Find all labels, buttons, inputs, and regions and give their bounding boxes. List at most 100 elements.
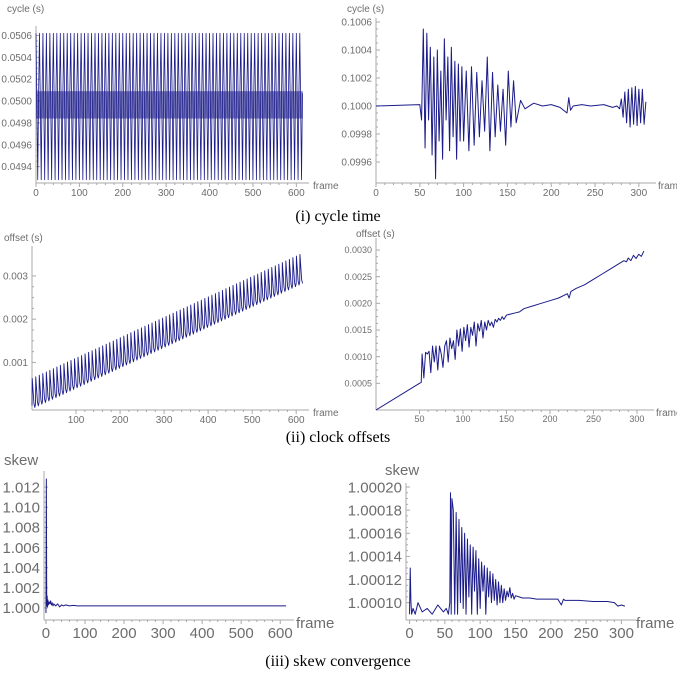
x-tick-label: 100	[455, 188, 472, 199]
x-tick-label: 200	[112, 625, 137, 642]
caption-clock-offsets: (ii) clock offsets	[286, 429, 391, 446]
x-tick-label: 0	[33, 188, 39, 199]
y-axis-label: cycle (s)	[7, 4, 44, 15]
y-tick-label: 0.0020	[344, 298, 372, 308]
y-tick-label: 0.0506	[1, 31, 32, 42]
y-tick-label: 0.1000	[341, 102, 372, 113]
x-tick-label: 200	[542, 414, 557, 424]
x-tick-label: 300	[631, 188, 648, 199]
series-line	[409, 492, 626, 615]
chart-skew-left: 1.000 1.002 1.004 1.006 1.008 1.010 1.012 0 100 2…	[2, 452, 334, 642]
y-tick-label: 1.010	[2, 499, 40, 516]
x-tick-label: 0	[42, 625, 50, 642]
y-tick-label: 0.0504	[1, 53, 32, 64]
x-tick-label: 50	[414, 414, 424, 424]
x-tick-label: 500	[245, 188, 262, 199]
x-tick-label: 0	[373, 188, 379, 199]
chart-offset-right: 0.0005 0.0010 0.0015 0.0020 0.0025 0.0030 50 10…	[344, 229, 677, 424]
x-tick-label: 150	[499, 188, 516, 199]
x-axis-label: frame	[658, 181, 677, 192]
y-tick-label: 0.0494	[1, 162, 32, 173]
y-tick-label: 0.0015	[344, 325, 372, 335]
x-tick-label: 600	[268, 625, 293, 642]
x-tick-label: 250	[574, 625, 599, 642]
y-tick-label: 0.003	[3, 271, 28, 282]
x-axis-label: frame	[296, 615, 334, 632]
x-tick-label: 50	[437, 625, 454, 642]
x-axis-label: frame	[313, 408, 339, 419]
x-tick-label: 300	[158, 188, 175, 199]
y-tick-label: 1.00010	[348, 595, 402, 612]
x-tick-label: 100	[455, 414, 470, 424]
x-tick-label: 50	[414, 188, 426, 199]
y-axis-label: offset (s)	[4, 233, 43, 244]
x-tick-label: 250	[587, 188, 604, 199]
x-tick-label: 200	[112, 415, 129, 426]
x-tick-label: 150	[503, 625, 528, 642]
y-tick-label: 1.00018	[348, 502, 402, 519]
y-tick-label: 1.00016	[348, 526, 402, 543]
caption-cycle-time: (i) cycle time	[295, 208, 380, 225]
x-tick-label: 400	[201, 188, 218, 199]
y-tick-label: 0.0500	[1, 97, 32, 108]
x-tick-label: 100	[68, 415, 85, 426]
y-tick-label: 0.002	[3, 315, 28, 326]
y-tick-label: 0.0005	[344, 378, 372, 388]
x-tick-label: 400	[200, 415, 217, 426]
x-tick-label: 100	[71, 188, 88, 199]
x-axis-label: frame	[313, 181, 339, 192]
y-tick-label: 1.012	[2, 479, 40, 496]
x-tick-label: 400	[190, 625, 215, 642]
series-line	[31, 254, 303, 408]
x-tick-label: 150	[499, 414, 514, 424]
x-tick-label: 200	[538, 625, 563, 642]
y-tick-label: 0.0496	[1, 140, 32, 151]
x-tick-label: 500	[229, 625, 254, 642]
y-tick-label: 0.0010	[344, 352, 372, 362]
y-tick-label: 0.0502	[1, 75, 32, 86]
y-tick-label: 0.1002	[341, 74, 372, 85]
x-tick-label: 100	[468, 625, 493, 642]
y-tick-label: 0.0996	[341, 158, 372, 169]
y-tick-label: 0.001	[3, 358, 28, 369]
chart-offset-left: 0.001 0.002 0.003 100 200 300 400 500 600 offset …	[3, 233, 339, 426]
caption-skew-convergence: (iii) skew convergence	[265, 653, 410, 670]
series-line	[35, 32, 303, 181]
x-tick-label: 300	[609, 625, 634, 642]
chart-skew-right: 1.00010 1.00012 1.00014 1.00016 1.00018 1.000…	[348, 462, 675, 642]
y-axis-label: offset (s)	[356, 229, 395, 240]
y-tick-label: 0.0998	[341, 130, 372, 141]
y-tick-label: 0.1006	[341, 18, 372, 29]
y-tick-label: 0.0498	[1, 118, 32, 129]
y-tick-label: 1.000	[2, 600, 40, 617]
x-tick-label: 500	[244, 415, 261, 426]
x-tick-label: 200	[543, 188, 560, 199]
x-tick-label: 600	[288, 188, 305, 199]
x-axis-label: frame	[656, 408, 677, 419]
series-line	[45, 478, 287, 613]
y-tick-label: 1.00020	[348, 479, 402, 496]
x-axis-label: frame	[636, 615, 674, 632]
y-tick-label: 0.0025	[344, 272, 372, 282]
y-tick-label: 0.1004	[341, 46, 372, 57]
x-tick-label: 300	[156, 415, 173, 426]
y-tick-label: 1.004	[2, 560, 40, 577]
y-axis-label: cycle (s)	[347, 4, 384, 15]
chart-cycle-right: 0.0996 0.0998 0.1000 0.1002 0.1004 0.1006 0 50 1…	[341, 4, 677, 199]
y-tick-label: 1.006	[2, 540, 40, 557]
series-band	[36, 91, 303, 119]
y-axis-label: skew	[385, 462, 419, 479]
y-tick-label: 1.00014	[348, 549, 402, 566]
x-tick-label: 0	[405, 625, 413, 642]
series-line	[375, 250, 645, 411]
y-tick-label: 1.00012	[348, 572, 402, 589]
x-tick-label: 600	[288, 415, 305, 426]
x-tick-label: 200	[114, 188, 131, 199]
y-tick-label: 1.002	[2, 580, 40, 597]
series-line	[375, 28, 647, 180]
y-tick-label: 1.008	[2, 520, 40, 537]
y-axis-label: skew	[4, 452, 38, 469]
x-tick-label: 250	[586, 414, 601, 424]
x-tick-label: 300	[151, 625, 176, 642]
